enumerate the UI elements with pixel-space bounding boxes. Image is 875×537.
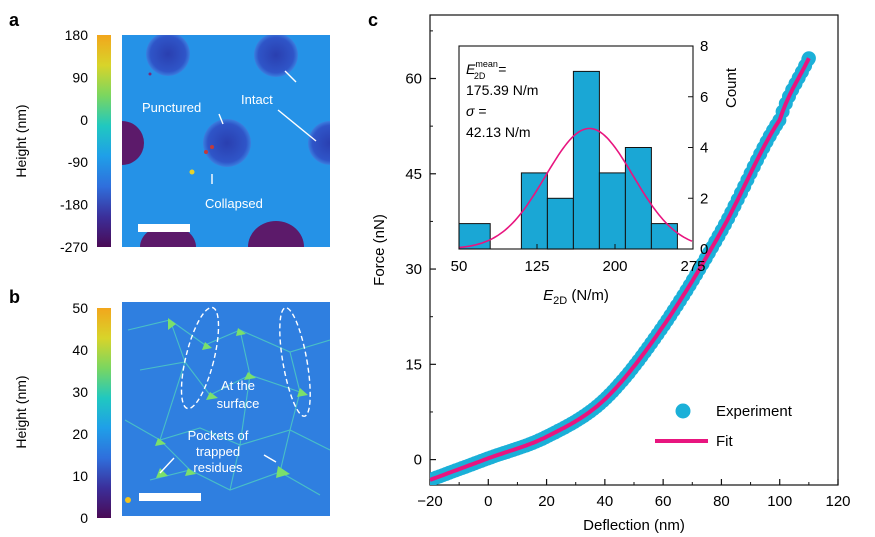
stat-sigma-value: 42.13 N/m	[466, 124, 531, 140]
colorbar-tick-label: 20	[72, 426, 88, 442]
fit-series-line	[430, 57, 811, 482]
inset-y-tick-label: 0	[700, 241, 708, 258]
colorbar-tick-label: -180	[60, 197, 88, 213]
inset-y-ticks: 0 2 4 6 8	[688, 38, 708, 258]
histogram-bar	[572, 70, 600, 250]
surface-ellipse-right	[279, 307, 311, 417]
intact-hole	[308, 121, 330, 165]
main-y-tick-label: 45	[405, 166, 422, 183]
panel-a-colorbar-ticks: 180 90 0 -90 -180 -270	[60, 27, 88, 255]
inset-y-label: Count	[723, 67, 740, 108]
stat-sigma-label: σ =	[466, 103, 487, 119]
panel-a: a 180 90 0 -90 -180 -270 Height (nm) Puncture…	[9, 10, 330, 255]
punctured-hole	[203, 119, 251, 167]
label-collapsed: Collapsed	[205, 196, 263, 211]
panel-b-colorbar-label: Height (nm)	[13, 375, 29, 448]
panel-c-letter: c	[368, 10, 378, 30]
label-pockets-2: trapped	[196, 444, 240, 459]
intact-hole	[254, 35, 298, 77]
inset-y-tick-label: 2	[700, 190, 708, 207]
colorbar-tick-label: 0	[80, 112, 88, 128]
colorbar-tick-label: 90	[72, 69, 88, 85]
colorbar-tick-label: 40	[72, 342, 88, 358]
main-x-tick-label: 0	[484, 493, 492, 510]
main-x-label: Deflection (nm)	[583, 517, 685, 534]
panel-a-colorbar-label: Height (nm)	[13, 104, 29, 177]
histogram-bar	[624, 147, 652, 250]
legend: Experiment Fit	[655, 403, 793, 450]
main-x-tick-label: 20	[538, 493, 555, 510]
intact-hole	[146, 35, 190, 76]
panel-b-letter: b	[9, 287, 20, 307]
panel-b-colorbar-ticks: 50 40 30 20 10 0	[72, 300, 88, 526]
legend-experiment-marker	[675, 403, 691, 419]
inset-y-tick-label: 8	[700, 38, 708, 55]
colorbar-tick-label: 0	[80, 510, 88, 526]
collapsed-hole	[122, 121, 144, 165]
main-x-ticks: −20 0 20 40 60 80 100 120	[417, 479, 851, 510]
panel-b-afm-image: At the surface Pockets of trapped residu…	[122, 302, 330, 516]
inset-y-tick-label: 4	[700, 140, 708, 157]
stat-mean-value: 175.39 N/m	[466, 82, 538, 98]
legend-experiment-label: Experiment	[716, 403, 793, 420]
main-y-tick-label: 30	[405, 261, 422, 278]
colorbar-tick-label: 180	[65, 27, 89, 43]
inset-stats: Emean 2D = 175.39 N/m σ = 42.13 N/m	[466, 59, 538, 140]
main-x-tick-label: 40	[597, 493, 614, 510]
panel-a-scale-bar	[138, 224, 190, 232]
histogram-bar	[520, 172, 548, 250]
histogram-bar	[546, 197, 574, 250]
panel-b: b 50 40 30 20 10 0 Height (nm)	[9, 287, 330, 526]
colorbar-tick-label: 30	[72, 384, 88, 400]
main-x-tick-label: 80	[713, 493, 730, 510]
main-y-tick-label: 0	[414, 452, 422, 469]
label-surface-2: surface	[217, 396, 260, 411]
histogram-gaussian-fit	[458, 127, 693, 249]
legend-fit-label: Fit	[716, 433, 733, 450]
surface-ellipse-left	[180, 306, 220, 410]
label-intact: Intact	[241, 92, 273, 107]
main-y-tick-label: 60	[405, 71, 422, 88]
inset-x-tick-label: 50	[451, 258, 468, 275]
panel-a-afm-image: Punctured Intact Collapsed	[122, 35, 330, 247]
panel-b-scale-bar	[139, 493, 201, 501]
colorbar-tick-label: -90	[68, 154, 88, 170]
histogram-bar	[598, 172, 626, 250]
main-x-tick-label: 60	[655, 493, 672, 510]
label-punctured: Punctured	[142, 100, 201, 115]
experiment-point	[801, 51, 816, 66]
main-y-tick-label: 15	[405, 356, 422, 373]
histogram-bar	[650, 223, 678, 250]
inset-histogram: 50 125 200 275 0 2 4 6 8 E2D (N/m) Count Emean 2…	[451, 38, 740, 307]
label-surface-1: At the	[221, 378, 255, 393]
panel-b-colorbar	[97, 308, 111, 518]
label-pockets-1: Pockets of	[188, 428, 249, 443]
inset-x-label: E2D (N/m)	[543, 287, 609, 307]
main-x-tick-label: −20	[417, 493, 442, 510]
main-y-label: Force (nN)	[371, 214, 388, 286]
inset-x-tick-label: 125	[524, 258, 549, 275]
panel-a-colorbar	[97, 35, 111, 247]
main-x-tick-label: 100	[767, 493, 792, 510]
inset-y-tick-label: 6	[700, 89, 708, 106]
colorbar-tick-label: 50	[72, 300, 88, 316]
histogram-bars	[458, 70, 678, 250]
stat-mean-label: Emean 2D =	[466, 59, 506, 81]
main-y-ticks: 0 15 30 45 60	[405, 30, 436, 469]
label-pockets-3: residues	[193, 460, 243, 475]
collapsed-hole	[248, 221, 304, 247]
colorbar-tick-label: 10	[72, 468, 88, 484]
colorbar-tick-label: -270	[60, 239, 88, 255]
inset-x-ticks: 50 125 200 275	[451, 244, 706, 275]
inset-x-tick-label: 275	[680, 258, 705, 275]
panel-a-letter: a	[9, 10, 20, 30]
main-x-tick-label: 120	[825, 493, 850, 510]
inset-x-tick-label: 200	[602, 258, 627, 275]
